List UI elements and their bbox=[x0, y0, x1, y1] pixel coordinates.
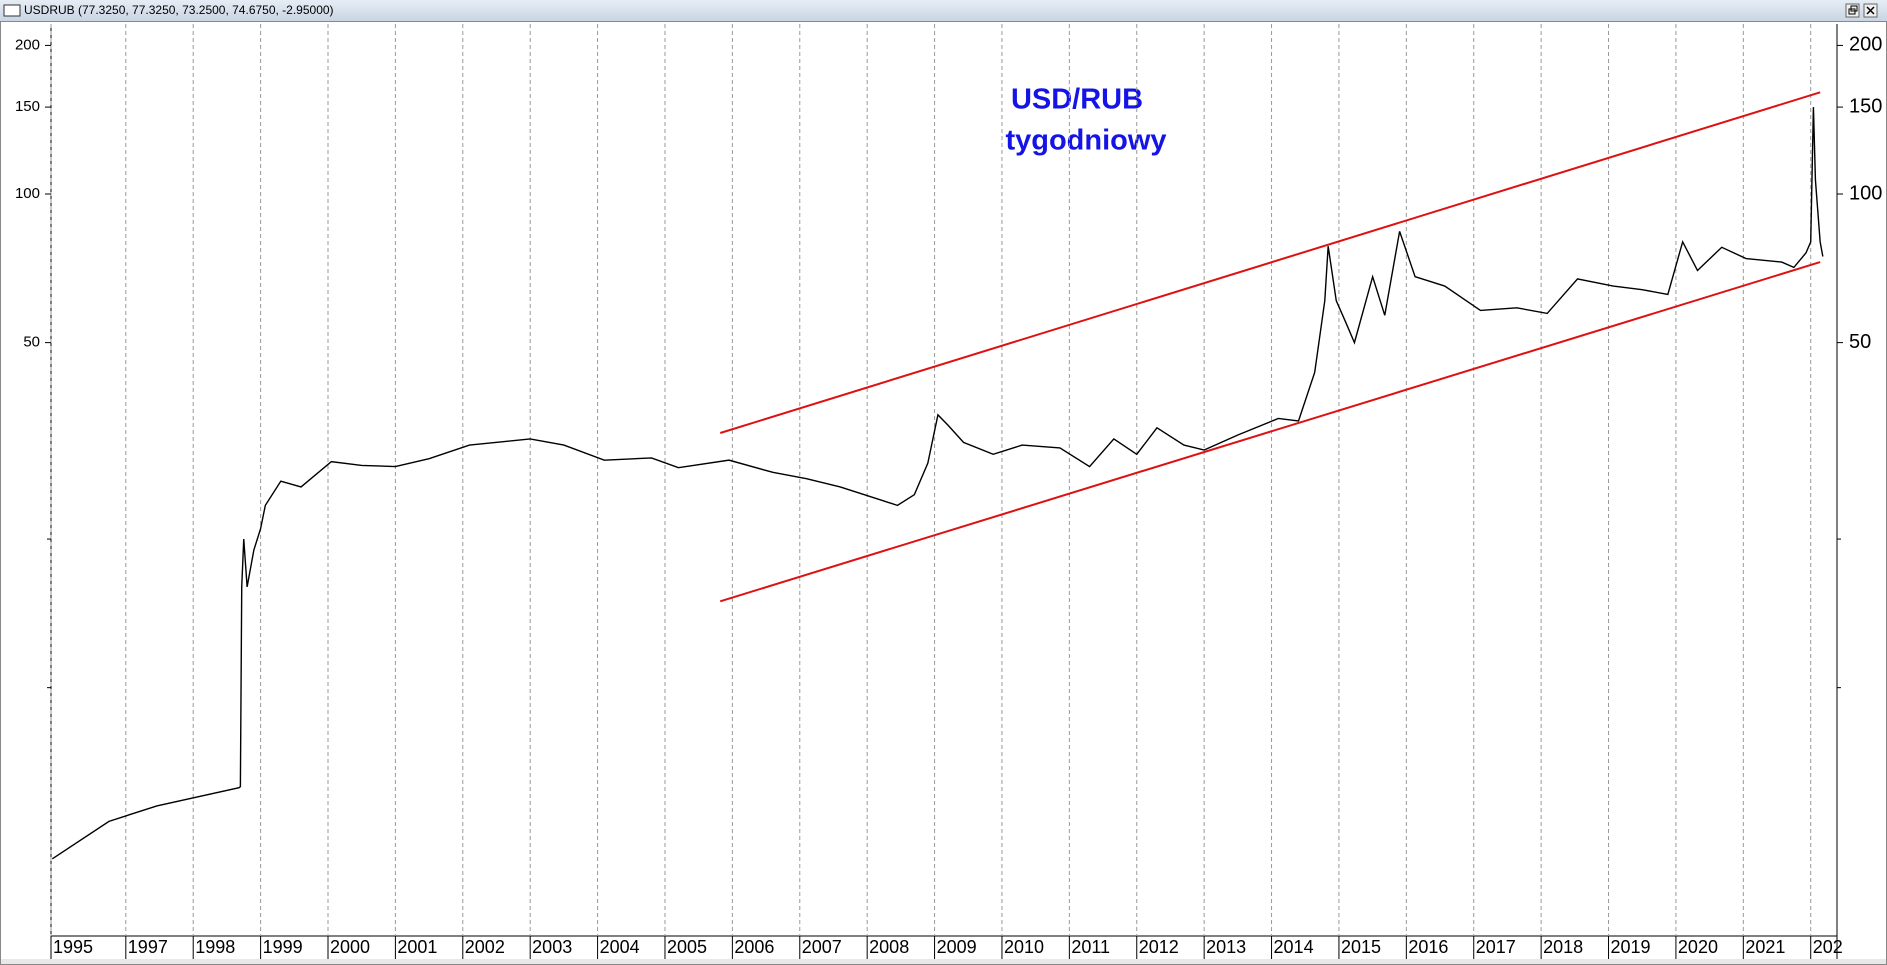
chart-title: USD/RUB bbox=[1011, 84, 1143, 116]
title-bar bbox=[0, 0, 1887, 21]
x-tick-label: 1995 bbox=[53, 937, 93, 957]
x-tick-label: 2008 bbox=[869, 937, 909, 957]
x-tick-label: 2002 bbox=[465, 937, 505, 957]
x-tick-label: 2007 bbox=[802, 937, 842, 957]
status-bar bbox=[0, 959, 1887, 965]
window-title: USDRUB (77.3250, 77.3250, 73.2500, 74.67… bbox=[24, 3, 334, 17]
y-tick-label: 100 bbox=[1849, 182, 1882, 204]
x-tick-label: 2009 bbox=[937, 937, 977, 957]
x-tick-label: 1999 bbox=[263, 937, 303, 957]
x-tick-label: 2013 bbox=[1206, 937, 1246, 957]
close-button[interactable] bbox=[1863, 3, 1878, 18]
x-tick-label: 1997 bbox=[128, 937, 168, 957]
window-icon bbox=[3, 4, 21, 17]
x-tick-label: 2000 bbox=[330, 937, 370, 957]
y-tick-label: 200 bbox=[15, 36, 40, 53]
x-tick-label: 2004 bbox=[600, 937, 640, 957]
y-tick-label: 200 bbox=[1849, 34, 1882, 56]
x-tick-label: 2001 bbox=[397, 937, 437, 957]
x-tick-label: 2011 bbox=[1071, 937, 1110, 957]
x-tick-label: 2010 bbox=[1004, 937, 1044, 957]
x-tick-label: 2005 bbox=[667, 937, 707, 957]
y-tick-label: 150 bbox=[15, 98, 40, 115]
y-tick-label: 150 bbox=[1849, 95, 1882, 117]
x-tick-label: 2016 bbox=[1408, 937, 1448, 957]
x-tick-label: 2003 bbox=[532, 937, 572, 957]
x-tick-label: 2012 bbox=[1139, 937, 1179, 957]
x-tick-label: 2014 bbox=[1274, 937, 1314, 957]
y-tick-label: 100 bbox=[15, 185, 40, 202]
x-tick-label: 2017 bbox=[1476, 937, 1516, 957]
restore-button[interactable] bbox=[1845, 3, 1860, 18]
channel-line bbox=[719, 261, 1821, 603]
x-tick-label: 2020 bbox=[1678, 937, 1718, 957]
x-tick-label: 1998 bbox=[195, 937, 235, 957]
y-tick-label: 50 bbox=[23, 334, 40, 351]
chart-subtitle: tygodniowy bbox=[1005, 125, 1166, 157]
x-tick-label: 2006 bbox=[734, 937, 774, 957]
channel-line bbox=[719, 91, 1821, 434]
x-tick-label: 2019 bbox=[1611, 937, 1651, 957]
x-tick-label: 2015 bbox=[1341, 937, 1381, 957]
frame bbox=[0, 21, 1887, 965]
x-tick-label: 2018 bbox=[1543, 937, 1583, 957]
x-tick-label: 2021 bbox=[1745, 937, 1785, 957]
y-tick-label: 50 bbox=[1849, 331, 1871, 353]
x-tick-label: 202 bbox=[1813, 937, 1843, 957]
price-line bbox=[51, 107, 1824, 860]
